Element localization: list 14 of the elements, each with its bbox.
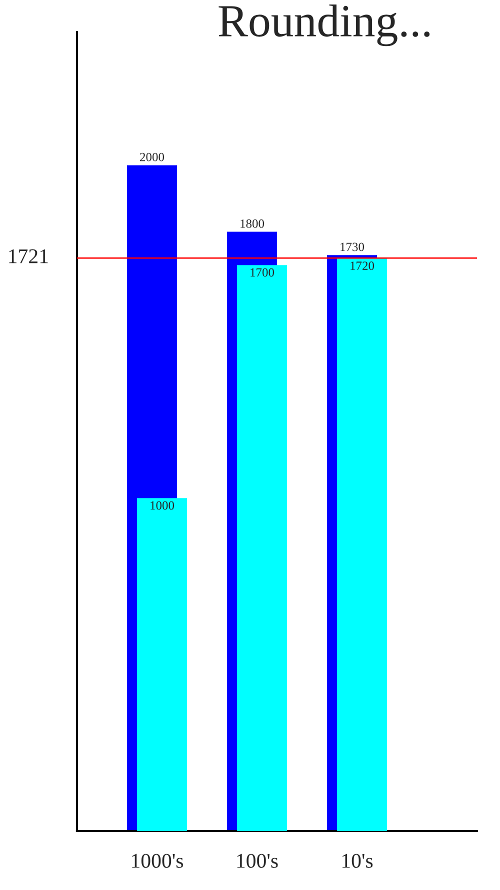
data-label: 2000	[140, 152, 164, 162]
bar	[137, 498, 187, 831]
data-label: 1720	[350, 262, 374, 270]
data-label: 1700	[250, 268, 274, 277]
bar	[237, 265, 287, 831]
x-tick-label: 10's	[342, 854, 373, 868]
data-label: 1000	[150, 501, 174, 510]
bar	[337, 258, 387, 831]
data-label: 1730	[340, 242, 364, 252]
x-tick-label: 1000's	[132, 854, 184, 868]
chart-title: Rounding...	[218, 4, 430, 46]
data-label: 1800	[240, 219, 264, 228]
ref-line-label: 1721	[9, 249, 48, 264]
x-tick-label: 100's	[237, 854, 278, 868]
